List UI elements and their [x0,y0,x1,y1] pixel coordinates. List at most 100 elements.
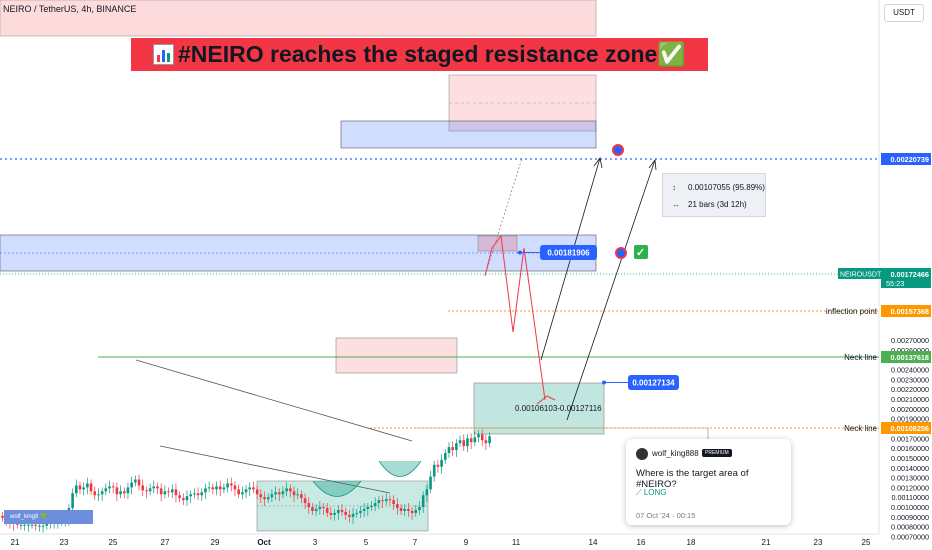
candle-body [19,524,23,526]
time-tick-label: 3 [313,538,318,547]
candle-body [34,524,38,526]
target-green-zone [473,382,605,435]
candle-body [45,523,49,526]
candle-body [432,464,436,477]
projected-arrowhead [536,395,556,405]
candle-body [362,509,366,511]
candle-body [244,489,248,493]
candle-body [259,494,263,498]
candle-body [148,488,152,492]
candle-body [281,491,285,495]
time-tick-label: 25 [862,538,871,547]
author-watermark: wolf_king8 💚 [4,510,93,524]
candle-body [451,447,454,451]
trendline-lower [159,445,391,494]
candle-body [311,507,314,511]
check-icon: ✅ [657,41,686,67]
measure-price: 0.00107055 (95.89%) [688,183,765,192]
candle-body [222,487,226,490]
idea-question: Where is the target area of #NEIRO? [636,468,749,490]
candle-body [292,491,296,496]
candle-body [137,479,141,486]
candle-body [100,491,104,495]
target-icon [612,144,624,156]
price-tick-label: 0.00270000 [891,336,929,345]
candle-body [193,493,196,495]
candle-body [263,497,266,500]
candle-body [204,488,207,493]
candle-body [318,507,322,510]
candle-body [23,524,26,526]
candle-body [329,512,333,515]
arrowhead-2 [648,158,657,171]
projected-red-path [484,234,546,401]
candle-body [473,437,477,443]
candle-body [436,464,440,467]
price-tick-label: 0.00170000 [891,434,929,443]
candle-body [248,487,252,490]
axis-price-value: 0.00172466 [890,270,929,279]
check-mark-icon [634,245,648,259]
candle-body [266,497,270,500]
candle-body [336,509,340,513]
bars-range-icon: ↔ [672,200,680,209]
candle-body [134,479,137,483]
candle-body [296,494,299,496]
time-tick-label: 7 [413,538,418,547]
price-range-icon: ↕ [672,183,676,192]
price-tag-label: 0.00181906 [547,249,590,258]
candle-body [344,511,347,515]
idea-card[interactable]: wolf_king888 PREMIUM Where is the target… [626,439,791,525]
price-tick-label: 0.00200000 [891,405,929,414]
candle-body [303,498,307,504]
candle-body [462,440,466,447]
price-tick-label: 0.00190000 [891,415,929,424]
candle-body [15,523,19,525]
currency-button[interactable]: USDT [884,4,924,22]
price-tick-label: 0.00080000 [891,523,929,532]
candle-body [270,494,274,498]
time-tick-label: 18 [687,538,696,547]
candle-body [466,438,469,447]
candle-body [469,438,473,443]
candle-body [178,495,181,499]
candle-body [444,453,447,460]
upper-blue-zone [340,120,597,149]
author-name[interactable]: wolf_king888 [652,449,699,458]
price-tag [628,375,679,390]
time-tick-label: 23 [814,538,823,547]
title-banner: #NEIRO reaches the staged resistance zon… [131,38,708,71]
candle-body [1,515,4,518]
time-tick-label: 29 [211,538,220,547]
candle-body [407,509,410,511]
projected-dashed-path [484,157,523,277]
candle-body [104,488,108,492]
candle-body [277,492,281,495]
candle-body [141,485,145,491]
price-tag-label: 0.00127134 [632,379,675,388]
time-tick-label: 27 [161,538,170,547]
axis-price-value: 0.00220739 [890,155,929,164]
candle-body [75,485,78,494]
candle-body [425,489,429,496]
candle-body [252,487,255,490]
price-tick-label: 0.00110000 [892,493,929,502]
candle-body [174,489,178,496]
candle-body [421,495,425,508]
projection-arrow-2 [566,159,656,421]
candle-body [274,492,277,495]
candle-body [418,507,421,510]
price-tick-label: 0.00220000 [891,385,929,394]
candle-body [93,491,97,496]
candle-body [377,500,381,504]
axis-price-label [881,153,931,165]
banner-text: #NEIRO reaches the staged resistance zon… [177,41,658,67]
candle-body [182,498,185,501]
target-icon [615,247,627,259]
price-tick-label: 0.00120000 [891,483,929,492]
candle-body [314,509,318,511]
candle-body [211,487,215,490]
candle-body [396,504,399,509]
candle-body [300,494,303,499]
